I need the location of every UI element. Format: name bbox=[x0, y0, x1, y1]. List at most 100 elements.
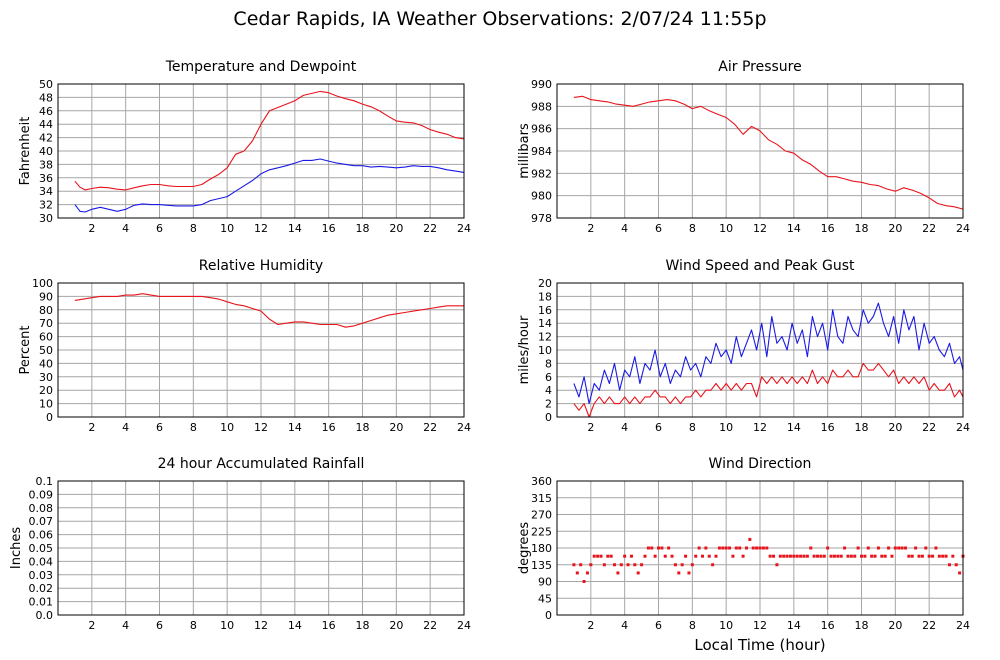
x-tick-label: 2 bbox=[88, 619, 95, 632]
plot-frame bbox=[556, 282, 964, 418]
y-tick-label: 4 bbox=[545, 384, 552, 397]
data-point bbox=[579, 563, 583, 567]
y-tick-label: 360 bbox=[531, 475, 552, 488]
x-tick-label: 18 bbox=[855, 421, 869, 434]
y-tick-label: 0.06 bbox=[29, 529, 54, 542]
y-tick-label: 0.02 bbox=[29, 582, 54, 595]
y-tick-label: 0 bbox=[545, 411, 552, 424]
data-point bbox=[853, 554, 857, 558]
data-point bbox=[606, 554, 610, 558]
data-point bbox=[778, 554, 782, 558]
x-tick-label: 20 bbox=[389, 619, 403, 632]
y-tick-label: 40 bbox=[39, 357, 53, 370]
data-point bbox=[585, 571, 589, 575]
data-point bbox=[951, 554, 955, 558]
y-tick-label: 0.01 bbox=[29, 596, 54, 609]
y-tick-label: 44 bbox=[39, 118, 53, 131]
data-point bbox=[802, 554, 806, 558]
y-tick-label: 60 bbox=[39, 331, 53, 344]
chart-temp: 2 4 6 8 10 12 14 16 18 20 22 2430323436384042444648… bbox=[18, 59, 471, 235]
data-point bbox=[613, 563, 617, 567]
x-tick-label: 24 bbox=[956, 421, 970, 434]
data-point bbox=[944, 554, 948, 558]
y-tick-label: 16 bbox=[538, 304, 552, 317]
data-point bbox=[931, 554, 935, 558]
plot-frame bbox=[556, 83, 964, 219]
chart-wind: 2 4 6 8 10 12 14 16 18 20 22 2402468101214161820Win… bbox=[517, 258, 970, 434]
y-tick-label: 34 bbox=[39, 185, 53, 198]
data-point bbox=[910, 554, 914, 558]
x-tick-label: 4 bbox=[621, 222, 628, 235]
data-point bbox=[765, 546, 769, 550]
y-tick-label: 18 bbox=[538, 290, 552, 303]
x-tick-label: 8 bbox=[190, 222, 197, 235]
y-tick-label: 12 bbox=[538, 331, 552, 344]
data-point bbox=[846, 554, 850, 558]
y-tick-label: 982 bbox=[531, 167, 552, 180]
y-tick-label: 42 bbox=[39, 132, 53, 145]
data-point bbox=[843, 546, 847, 550]
x-tick-label: 22 bbox=[423, 619, 437, 632]
data-point bbox=[927, 554, 931, 558]
data-point bbox=[609, 554, 613, 558]
chart-title: Wind Direction bbox=[709, 456, 812, 472]
x-tick-label: 18 bbox=[855, 619, 869, 632]
data-point bbox=[646, 546, 650, 550]
x-tick-label: 8 bbox=[689, 421, 696, 434]
x-tick-label: 8 bbox=[689, 619, 696, 632]
y-tick-label: 10 bbox=[538, 344, 552, 357]
data-point bbox=[633, 563, 637, 567]
x-tick-label: 8 bbox=[190, 619, 197, 632]
data-point bbox=[860, 554, 863, 558]
plot-frame bbox=[57, 83, 465, 219]
data-point bbox=[667, 546, 671, 550]
data-point bbox=[589, 563, 593, 567]
data-point bbox=[761, 546, 765, 550]
data-point bbox=[572, 563, 576, 567]
data-point bbox=[643, 554, 647, 558]
data-point bbox=[657, 546, 660, 550]
data-point bbox=[663, 554, 667, 558]
data-point bbox=[714, 554, 718, 558]
x-tick-label: 24 bbox=[457, 421, 471, 434]
y-tick-label: 0.07 bbox=[29, 515, 54, 528]
y-tick-label: 10 bbox=[39, 398, 53, 411]
data-point bbox=[758, 546, 762, 550]
y-tick-label: 980 bbox=[531, 190, 552, 203]
data-point bbox=[914, 546, 918, 550]
data-point bbox=[636, 571, 640, 575]
data-point bbox=[893, 546, 897, 550]
data-point bbox=[866, 546, 870, 550]
y-tick-label: 0.1 bbox=[36, 475, 54, 488]
y-axis-label: millibars bbox=[517, 123, 532, 179]
x-tick-label: 16 bbox=[322, 421, 336, 434]
data-point bbox=[920, 554, 924, 558]
x-tick-label: 16 bbox=[821, 222, 835, 235]
data-point bbox=[924, 546, 928, 550]
data-point bbox=[592, 554, 596, 558]
data-point bbox=[650, 546, 654, 550]
data-point bbox=[721, 546, 725, 550]
data-point bbox=[829, 554, 833, 558]
y-tick-label: 135 bbox=[531, 559, 552, 572]
data-point bbox=[941, 554, 945, 558]
x-tick-label: 2 bbox=[587, 619, 594, 632]
data-point bbox=[616, 571, 620, 575]
y-tick-label: 45 bbox=[538, 592, 552, 605]
data-point bbox=[873, 554, 877, 558]
data-point bbox=[822, 554, 826, 558]
series-line-0 bbox=[74, 293, 464, 328]
x-tick-label: 6 bbox=[156, 222, 163, 235]
data-point bbox=[883, 554, 887, 558]
x-tick-label: 14 bbox=[787, 421, 801, 434]
data-point bbox=[880, 554, 884, 558]
y-tick-label: 2 bbox=[545, 398, 552, 411]
data-point bbox=[677, 571, 681, 575]
x-tick-label: 12 bbox=[254, 421, 268, 434]
x-tick-label: 4 bbox=[621, 619, 628, 632]
data-point bbox=[876, 546, 880, 550]
data-point bbox=[836, 554, 840, 558]
data-point bbox=[660, 546, 664, 550]
data-point bbox=[768, 554, 772, 558]
y-axis-label: Percent bbox=[18, 326, 33, 375]
